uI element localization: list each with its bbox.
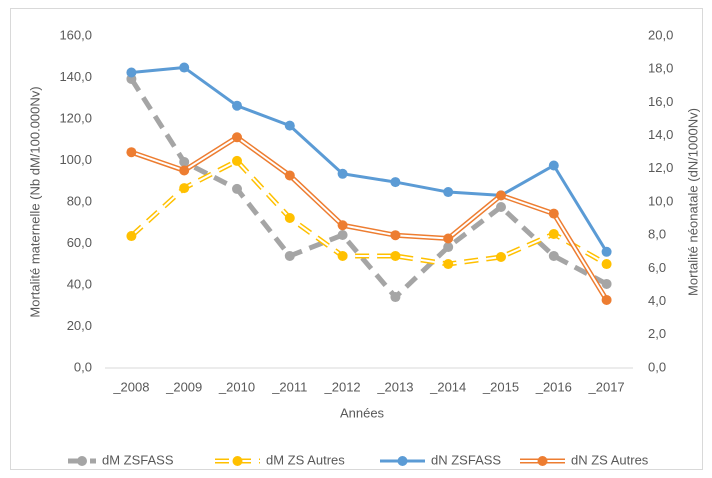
y2-tick-label: 10,0 bbox=[648, 193, 673, 208]
data-point bbox=[126, 147, 137, 158]
series-line bbox=[131, 66, 608, 253]
data-point bbox=[496, 251, 506, 262]
data-point bbox=[390, 177, 401, 188]
data-point bbox=[390, 250, 401, 261]
data-point bbox=[179, 165, 190, 176]
y-tick-label: 80,0 bbox=[67, 193, 92, 208]
legend-item: dN ZSFASS bbox=[380, 452, 501, 467]
legend-item: dM ZSFASS bbox=[68, 452, 174, 467]
x-tick-label: _2012 bbox=[324, 379, 361, 394]
data-point bbox=[232, 155, 242, 166]
y2-tick-label: 2,0 bbox=[648, 326, 666, 341]
y-tick-label: 60,0 bbox=[67, 235, 92, 250]
data-point bbox=[548, 250, 559, 261]
legend-marker bbox=[537, 456, 548, 466]
x-tick-label: _2011 bbox=[271, 379, 307, 394]
x-axis-title: Années bbox=[340, 405, 385, 420]
y2-tick-label: 4,0 bbox=[648, 293, 666, 308]
legend-label: dN ZS Autres bbox=[571, 452, 649, 467]
data-point bbox=[548, 228, 559, 239]
x-tick-label: _2008 bbox=[112, 379, 149, 394]
y2-tick-label: 16,0 bbox=[648, 94, 673, 109]
legend-marker bbox=[77, 456, 87, 466]
x-tick-label: _2010 bbox=[218, 379, 255, 394]
legend-label: dN ZSFASS bbox=[431, 452, 501, 467]
x-tick-label: _2014 bbox=[429, 379, 466, 394]
data-point bbox=[443, 242, 454, 253]
data-point bbox=[284, 212, 295, 223]
series bbox=[126, 62, 612, 257]
y2-tick-label: 14,0 bbox=[648, 127, 673, 142]
series-line-inner bbox=[131, 136, 608, 301]
data-point bbox=[548, 208, 559, 219]
y2-tick-label: 0,0 bbox=[648, 359, 666, 374]
data-point bbox=[232, 183, 242, 194]
data-point bbox=[337, 229, 348, 240]
y2-tick-label: 12,0 bbox=[648, 160, 673, 175]
data-point bbox=[443, 187, 454, 198]
x-tick-label: _2015 bbox=[482, 379, 519, 394]
data-point bbox=[232, 132, 242, 143]
series bbox=[126, 73, 612, 303]
data-point bbox=[284, 250, 295, 261]
data-point bbox=[496, 190, 506, 201]
data-point bbox=[548, 160, 559, 171]
x-tick-label: _2016 bbox=[535, 379, 572, 394]
y-tick-label: 120,0 bbox=[59, 110, 92, 125]
data-point bbox=[126, 231, 137, 242]
legend-label: dM ZS Autres bbox=[266, 452, 345, 467]
data-point bbox=[337, 220, 348, 231]
y2-tick-label: 8,0 bbox=[648, 227, 666, 242]
y-tick-label: 160,0 bbox=[59, 27, 92, 42]
legend-item: dM ZS Autres bbox=[215, 452, 345, 467]
data-point bbox=[337, 168, 348, 179]
legend-marker bbox=[397, 456, 408, 466]
data-point bbox=[337, 250, 348, 261]
y2-tick-label: 18,0 bbox=[648, 61, 673, 76]
data-point bbox=[443, 259, 454, 270]
data-point bbox=[126, 67, 137, 78]
data-point bbox=[179, 183, 190, 194]
series-line bbox=[129, 77, 608, 300]
legend-marker bbox=[232, 456, 243, 466]
data-point bbox=[443, 233, 454, 244]
legend-label: dM ZSFASS bbox=[102, 452, 174, 467]
y-tick-label: 140,0 bbox=[59, 69, 92, 84]
x-tick-label: _2009 bbox=[165, 379, 202, 394]
data-point bbox=[496, 201, 506, 212]
y-axis-title: Mortalité maternelle (Nb dM/100.000Nv) bbox=[27, 86, 42, 317]
chart-frame bbox=[10, 8, 703, 470]
data-point bbox=[232, 100, 242, 111]
x-tick-label: _2017 bbox=[588, 379, 625, 394]
y-tick-label: 0,0 bbox=[74, 359, 92, 374]
y-tick-label: 20,0 bbox=[67, 318, 92, 333]
series-line-inner bbox=[130, 159, 608, 266]
data-point bbox=[601, 278, 612, 289]
series bbox=[126, 155, 612, 270]
data-point bbox=[601, 259, 612, 270]
data-point bbox=[284, 170, 295, 181]
data-point bbox=[179, 62, 190, 73]
y-tick-label: 40,0 bbox=[67, 276, 92, 291]
data-point bbox=[284, 120, 295, 131]
data-point bbox=[179, 156, 190, 167]
y2-tick-label: 6,0 bbox=[648, 260, 666, 275]
x-tick-label: _2013 bbox=[376, 379, 413, 394]
data-point bbox=[390, 230, 401, 241]
legend-item: dN ZS Autres bbox=[520, 452, 649, 467]
series bbox=[126, 132, 612, 305]
data-point bbox=[601, 294, 612, 305]
data-point bbox=[390, 292, 401, 303]
y-tick-label: 100,0 bbox=[59, 152, 92, 167]
y2-axis-title: Mortalité néonatale (dN/1000Nv) bbox=[685, 108, 700, 296]
data-point bbox=[601, 246, 612, 257]
y2-tick-label: 20,0 bbox=[648, 27, 673, 42]
